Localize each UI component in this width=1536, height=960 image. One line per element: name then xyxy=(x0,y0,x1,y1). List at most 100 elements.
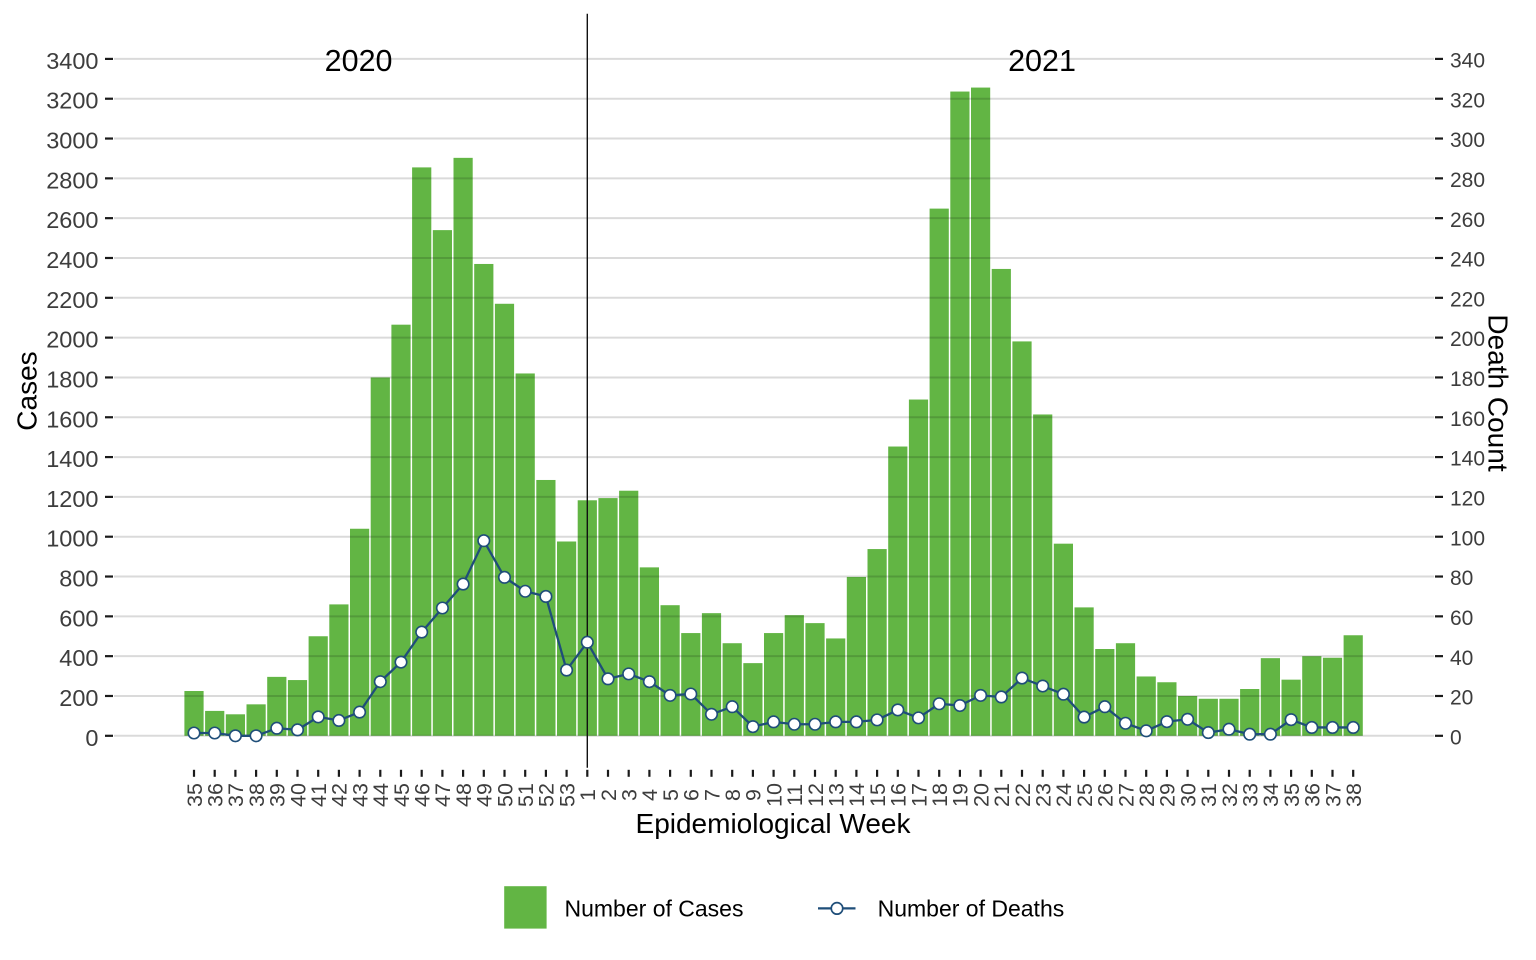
svg-text:2021: 2021 xyxy=(1008,44,1076,78)
svg-text:30: 30 xyxy=(1176,783,1200,807)
svg-text:260: 260 xyxy=(1450,209,1485,232)
svg-text:27: 27 xyxy=(1114,783,1138,807)
svg-text:0: 0 xyxy=(85,725,98,751)
svg-text:6: 6 xyxy=(680,789,704,801)
svg-text:Number of Deaths: Number of Deaths xyxy=(878,895,1065,921)
svg-text:17: 17 xyxy=(907,783,931,807)
svg-text:8: 8 xyxy=(721,789,745,801)
svg-text:1600: 1600 xyxy=(46,406,98,432)
svg-text:22: 22 xyxy=(1011,783,1035,807)
svg-text:51: 51 xyxy=(514,783,538,807)
svg-text:1400: 1400 xyxy=(46,446,98,472)
svg-text:20: 20 xyxy=(969,783,993,807)
svg-text:52: 52 xyxy=(535,783,559,807)
svg-text:40: 40 xyxy=(1450,647,1473,670)
svg-text:1200: 1200 xyxy=(46,486,98,512)
svg-text:1: 1 xyxy=(576,789,600,801)
svg-text:Death Count: Death Count xyxy=(1483,314,1514,471)
svg-text:Epidemiological Week: Epidemiological Week xyxy=(636,808,912,839)
svg-text:14: 14 xyxy=(845,783,869,807)
svg-text:3: 3 xyxy=(617,789,641,801)
svg-text:35: 35 xyxy=(1280,783,1304,807)
svg-text:240: 240 xyxy=(1450,249,1485,272)
svg-text:280: 280 xyxy=(1450,169,1485,192)
svg-text:37: 37 xyxy=(224,783,248,807)
svg-text:3200: 3200 xyxy=(46,88,98,114)
svg-text:34: 34 xyxy=(1259,783,1283,807)
svg-text:10: 10 xyxy=(762,783,786,807)
svg-text:140: 140 xyxy=(1450,448,1485,471)
svg-text:48: 48 xyxy=(452,783,476,807)
svg-text:41: 41 xyxy=(307,783,331,807)
svg-text:200: 200 xyxy=(59,685,98,711)
svg-text:9: 9 xyxy=(742,789,766,801)
svg-text:12: 12 xyxy=(804,783,828,807)
svg-text:23: 23 xyxy=(1031,783,1055,807)
svg-text:36: 36 xyxy=(203,783,227,807)
svg-text:15: 15 xyxy=(866,783,890,807)
svg-text:800: 800 xyxy=(59,566,98,592)
svg-text:11: 11 xyxy=(783,784,807,806)
svg-text:29: 29 xyxy=(1156,783,1180,807)
svg-text:21: 21 xyxy=(990,783,1014,807)
svg-text:1000: 1000 xyxy=(46,526,98,552)
svg-text:120: 120 xyxy=(1450,487,1485,510)
svg-text:38: 38 xyxy=(1342,783,1366,807)
svg-text:45: 45 xyxy=(390,783,414,807)
svg-text:43: 43 xyxy=(348,783,372,807)
svg-text:80: 80 xyxy=(1450,567,1473,590)
svg-text:2400: 2400 xyxy=(46,247,98,273)
svg-text:300: 300 xyxy=(1450,129,1485,152)
svg-text:4: 4 xyxy=(638,789,662,801)
svg-text:35: 35 xyxy=(183,783,207,807)
svg-text:24: 24 xyxy=(1052,783,1076,807)
svg-text:160: 160 xyxy=(1450,408,1485,431)
svg-text:Cases: Cases xyxy=(12,351,43,430)
svg-text:39: 39 xyxy=(266,783,290,807)
svg-text:40: 40 xyxy=(286,783,310,807)
svg-text:13: 13 xyxy=(824,783,848,807)
svg-text:46: 46 xyxy=(410,783,434,807)
svg-text:7: 7 xyxy=(700,789,724,801)
svg-text:19: 19 xyxy=(949,783,973,807)
svg-text:2020: 2020 xyxy=(325,44,393,78)
svg-text:50: 50 xyxy=(493,783,517,807)
svg-text:2800: 2800 xyxy=(46,167,98,193)
svg-text:44: 44 xyxy=(369,783,393,807)
svg-text:33: 33 xyxy=(1238,783,1262,807)
svg-text:2200: 2200 xyxy=(46,287,98,313)
svg-text:16: 16 xyxy=(887,783,911,807)
svg-text:220: 220 xyxy=(1450,288,1485,311)
svg-text:0: 0 xyxy=(1450,726,1462,749)
svg-text:38: 38 xyxy=(245,783,269,807)
svg-text:3000: 3000 xyxy=(46,128,98,154)
svg-text:200: 200 xyxy=(1450,328,1485,351)
svg-text:400: 400 xyxy=(59,645,98,671)
svg-text:Number of Cases: Number of Cases xyxy=(565,895,744,921)
svg-text:320: 320 xyxy=(1450,89,1485,112)
svg-text:1800: 1800 xyxy=(46,366,98,392)
svg-text:42: 42 xyxy=(328,783,352,807)
svg-text:60: 60 xyxy=(1450,607,1473,630)
svg-text:26: 26 xyxy=(1094,783,1118,807)
svg-text:31: 31 xyxy=(1197,783,1221,807)
svg-text:32: 32 xyxy=(1218,783,1242,807)
svg-text:2600: 2600 xyxy=(46,207,98,233)
svg-text:49: 49 xyxy=(473,783,497,807)
svg-text:37: 37 xyxy=(1321,783,1345,807)
svg-text:100: 100 xyxy=(1450,527,1485,550)
svg-text:3400: 3400 xyxy=(46,48,98,74)
svg-text:20: 20 xyxy=(1450,687,1473,710)
svg-text:47: 47 xyxy=(431,783,455,807)
svg-text:180: 180 xyxy=(1450,368,1485,391)
svg-text:18: 18 xyxy=(928,783,952,807)
svg-text:25: 25 xyxy=(1073,783,1097,807)
svg-text:36: 36 xyxy=(1301,783,1325,807)
svg-text:600: 600 xyxy=(59,605,98,631)
svg-text:2000: 2000 xyxy=(46,327,98,353)
svg-text:340: 340 xyxy=(1450,50,1485,73)
svg-text:28: 28 xyxy=(1135,783,1159,807)
svg-text:2: 2 xyxy=(597,789,621,801)
svg-text:5: 5 xyxy=(659,789,683,801)
svg-text:53: 53 xyxy=(555,783,579,807)
